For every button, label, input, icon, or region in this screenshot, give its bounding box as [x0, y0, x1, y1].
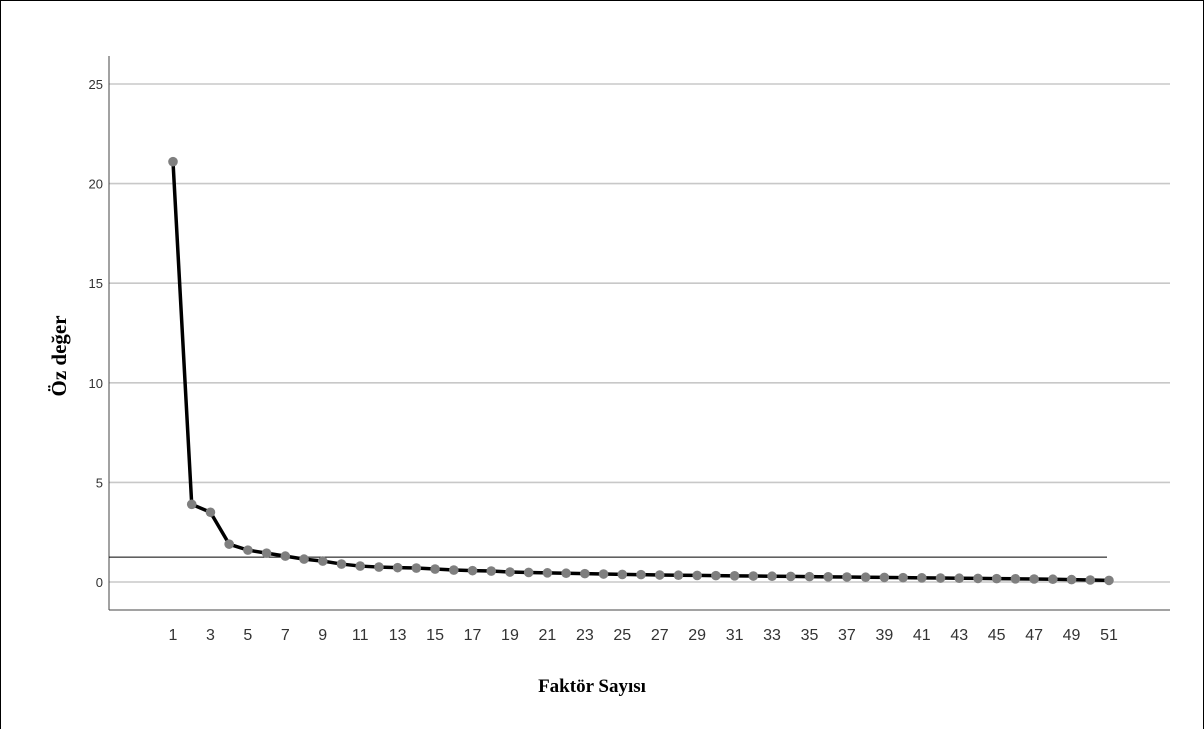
- data-point: [860, 572, 871, 583]
- y-axis-title: Öz değer: [47, 315, 71, 396]
- x-tick-label: 43: [950, 627, 968, 644]
- data-point: [542, 568, 553, 578]
- x-tick-label: 27: [651, 627, 669, 644]
- x-tick-label: 1: [169, 627, 178, 644]
- data-point: [336, 559, 347, 569]
- x-tick-label: 13: [389, 627, 407, 644]
- y-tick-label: 20: [89, 177, 103, 192]
- data-point: [748, 571, 759, 581]
- data-point: [729, 571, 740, 581]
- data-point: [205, 507, 216, 518]
- y-tick-labels: 0 5 10 15 20 25: [89, 77, 103, 590]
- x-tick-label: 5: [243, 627, 252, 644]
- series-group: [168, 156, 1114, 586]
- data-point: [898, 572, 908, 583]
- x-tick-label: 39: [875, 627, 893, 644]
- axes: [108, 56, 1170, 611]
- data-point: [654, 570, 665, 580]
- x-tick-label: 11: [352, 627, 369, 644]
- data-point: [711, 570, 721, 581]
- data-point: [673, 570, 684, 581]
- data-point: [991, 573, 1002, 584]
- data-point: [561, 568, 571, 579]
- data-point: [1048, 574, 1058, 585]
- x-tick-label: 51: [1100, 627, 1118, 644]
- data-point: [954, 573, 965, 584]
- data-point: [280, 551, 291, 561]
- data-point: [374, 562, 384, 572]
- x-axis-title: Faktör Sayısı: [538, 676, 646, 697]
- x-tick-label: 49: [1063, 627, 1081, 644]
- data-point: [1010, 574, 1021, 584]
- x-tick-label: 9: [318, 627, 327, 644]
- x-tick-label: 17: [464, 627, 482, 644]
- data-point: [186, 499, 197, 510]
- data-point: [598, 569, 609, 579]
- data-point: [879, 572, 890, 583]
- x-tick-labels: 1 3 5 7 9 11 13 15 17 19 21 23 25 27 29 31 33 35 37 39 41 43 4…: [169, 627, 1118, 644]
- data-point: [486, 566, 497, 576]
- x-tick-label: 41: [913, 627, 931, 644]
- data-point: [224, 539, 234, 549]
- x-tick-label: 47: [1025, 627, 1043, 644]
- y-tick-label: 5: [96, 475, 103, 490]
- data-point: [636, 569, 646, 580]
- x-tick-label: 37: [838, 627, 856, 644]
- data-point: [168, 156, 178, 167]
- data-point: [355, 561, 366, 571]
- data-point: [692, 570, 702, 581]
- data-point: [299, 554, 309, 564]
- data-point: [1029, 574, 1039, 584]
- x-tick-label: 25: [613, 627, 631, 644]
- data-point: [1085, 575, 1096, 585]
- data-point: [449, 565, 459, 575]
- data-point: [317, 556, 328, 566]
- y-tick-label: 15: [89, 276, 103, 291]
- data-point: [523, 567, 534, 578]
- y-tick-label: 25: [89, 77, 103, 92]
- x-tick-label: 19: [501, 627, 519, 644]
- data-point: [767, 571, 777, 582]
- data-point: [785, 571, 796, 582]
- y-tick-label: 10: [89, 376, 103, 391]
- data-point: [917, 573, 927, 583]
- x-tick-label: 45: [988, 627, 1006, 644]
- y-tick-label: 0: [96, 575, 103, 590]
- data-point: [243, 545, 253, 555]
- data-point: [935, 573, 946, 583]
- data-point: [580, 568, 590, 579]
- data-point: [505, 567, 515, 577]
- x-tick-label: 15: [426, 627, 444, 644]
- x-tick-label: 7: [281, 627, 290, 644]
- data-point: [261, 548, 272, 558]
- data-point: [842, 572, 852, 582]
- data-point: [430, 564, 440, 574]
- x-tick-label: 31: [726, 627, 744, 644]
- x-tick-label: 29: [688, 627, 706, 644]
- data-point: [617, 569, 628, 580]
- data-point: [392, 562, 403, 573]
- data-point: [467, 565, 478, 576]
- x-tick-label: 35: [801, 627, 819, 644]
- data-point: [804, 571, 815, 582]
- x-tick-label: 33: [763, 627, 781, 644]
- data-point: [1066, 574, 1077, 585]
- data-point: [411, 563, 422, 573]
- data-point: [973, 573, 983, 584]
- x-tick-label: 3: [206, 627, 215, 644]
- data-point: [823, 572, 833, 582]
- x-tick-label: 23: [576, 627, 594, 644]
- data-point: [1104, 575, 1114, 586]
- gridlines: [109, 83, 1170, 583]
- series-line: [171, 159, 1111, 583]
- x-tick-label: 21: [539, 627, 557, 644]
